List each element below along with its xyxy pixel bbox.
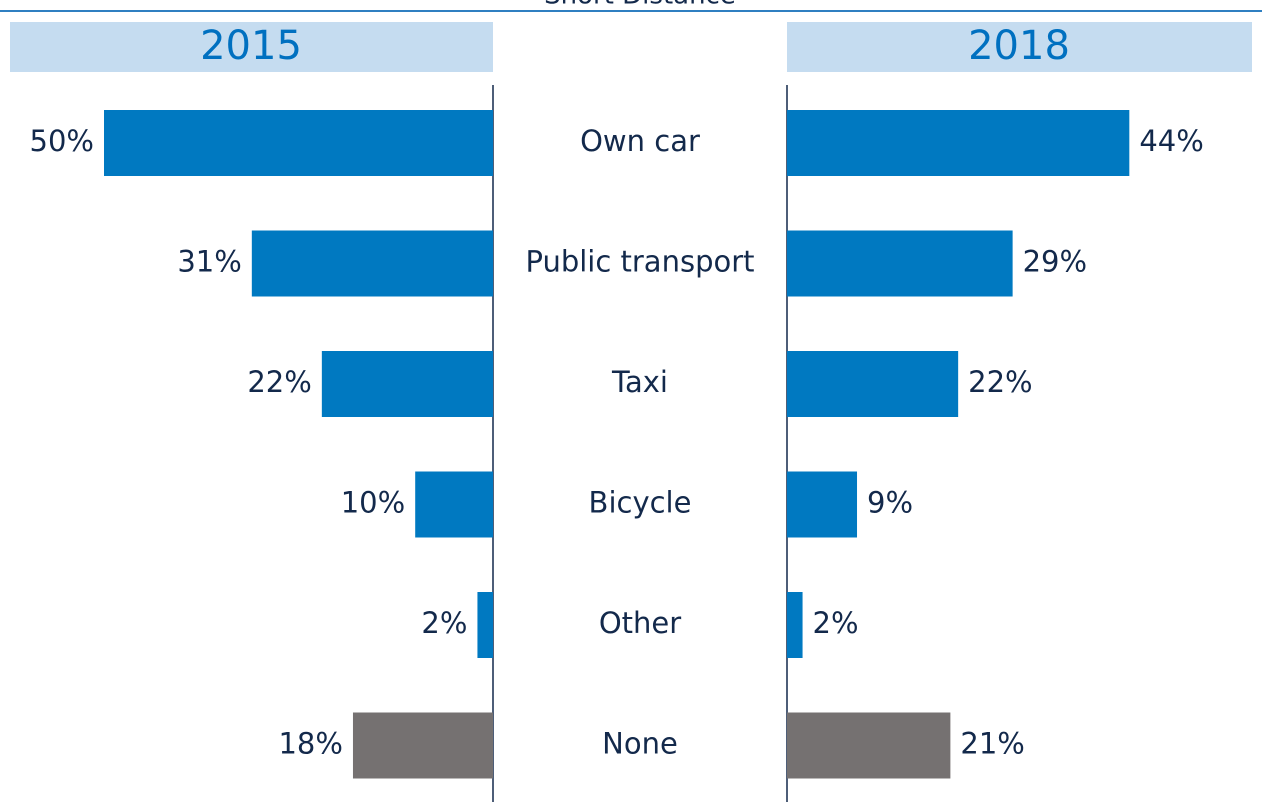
value-label: 21% <box>960 727 1024 761</box>
value-label: 18% <box>278 727 342 761</box>
category-label: Own car <box>580 124 700 158</box>
chart-title: Short Distance <box>544 0 736 11</box>
category-label: Public transport <box>525 245 754 279</box>
value-label: 2% <box>421 606 467 640</box>
value-label: 29% <box>1023 245 1087 279</box>
bar <box>415 471 493 538</box>
series-header: 2018 <box>968 23 1070 69</box>
category-label: Bicycle <box>589 486 692 520</box>
value-label: 22% <box>968 365 1032 399</box>
value-label: 31% <box>177 245 241 279</box>
header-box <box>787 22 1252 72</box>
bar <box>787 230 1013 297</box>
category-label: Taxi <box>611 365 668 399</box>
bar <box>787 712 951 779</box>
value-label: 50% <box>30 124 94 158</box>
bar <box>352 712 493 779</box>
category-label: Other <box>599 606 681 640</box>
value-label: 44% <box>1139 124 1203 158</box>
category-label: None <box>602 727 678 761</box>
bar <box>251 230 493 297</box>
value-label: 9% <box>867 486 913 520</box>
bar <box>787 110 1130 176</box>
bar <box>787 351 959 417</box>
bar <box>787 592 803 658</box>
series-header: 2015 <box>200 23 302 69</box>
bar <box>321 351 493 417</box>
value-label: 2% <box>813 606 859 640</box>
bar <box>787 471 858 538</box>
bar <box>104 110 493 176</box>
value-label: 10% <box>341 486 405 520</box>
value-label: 22% <box>247 365 311 399</box>
bar <box>477 592 493 658</box>
header-box <box>10 22 493 72</box>
